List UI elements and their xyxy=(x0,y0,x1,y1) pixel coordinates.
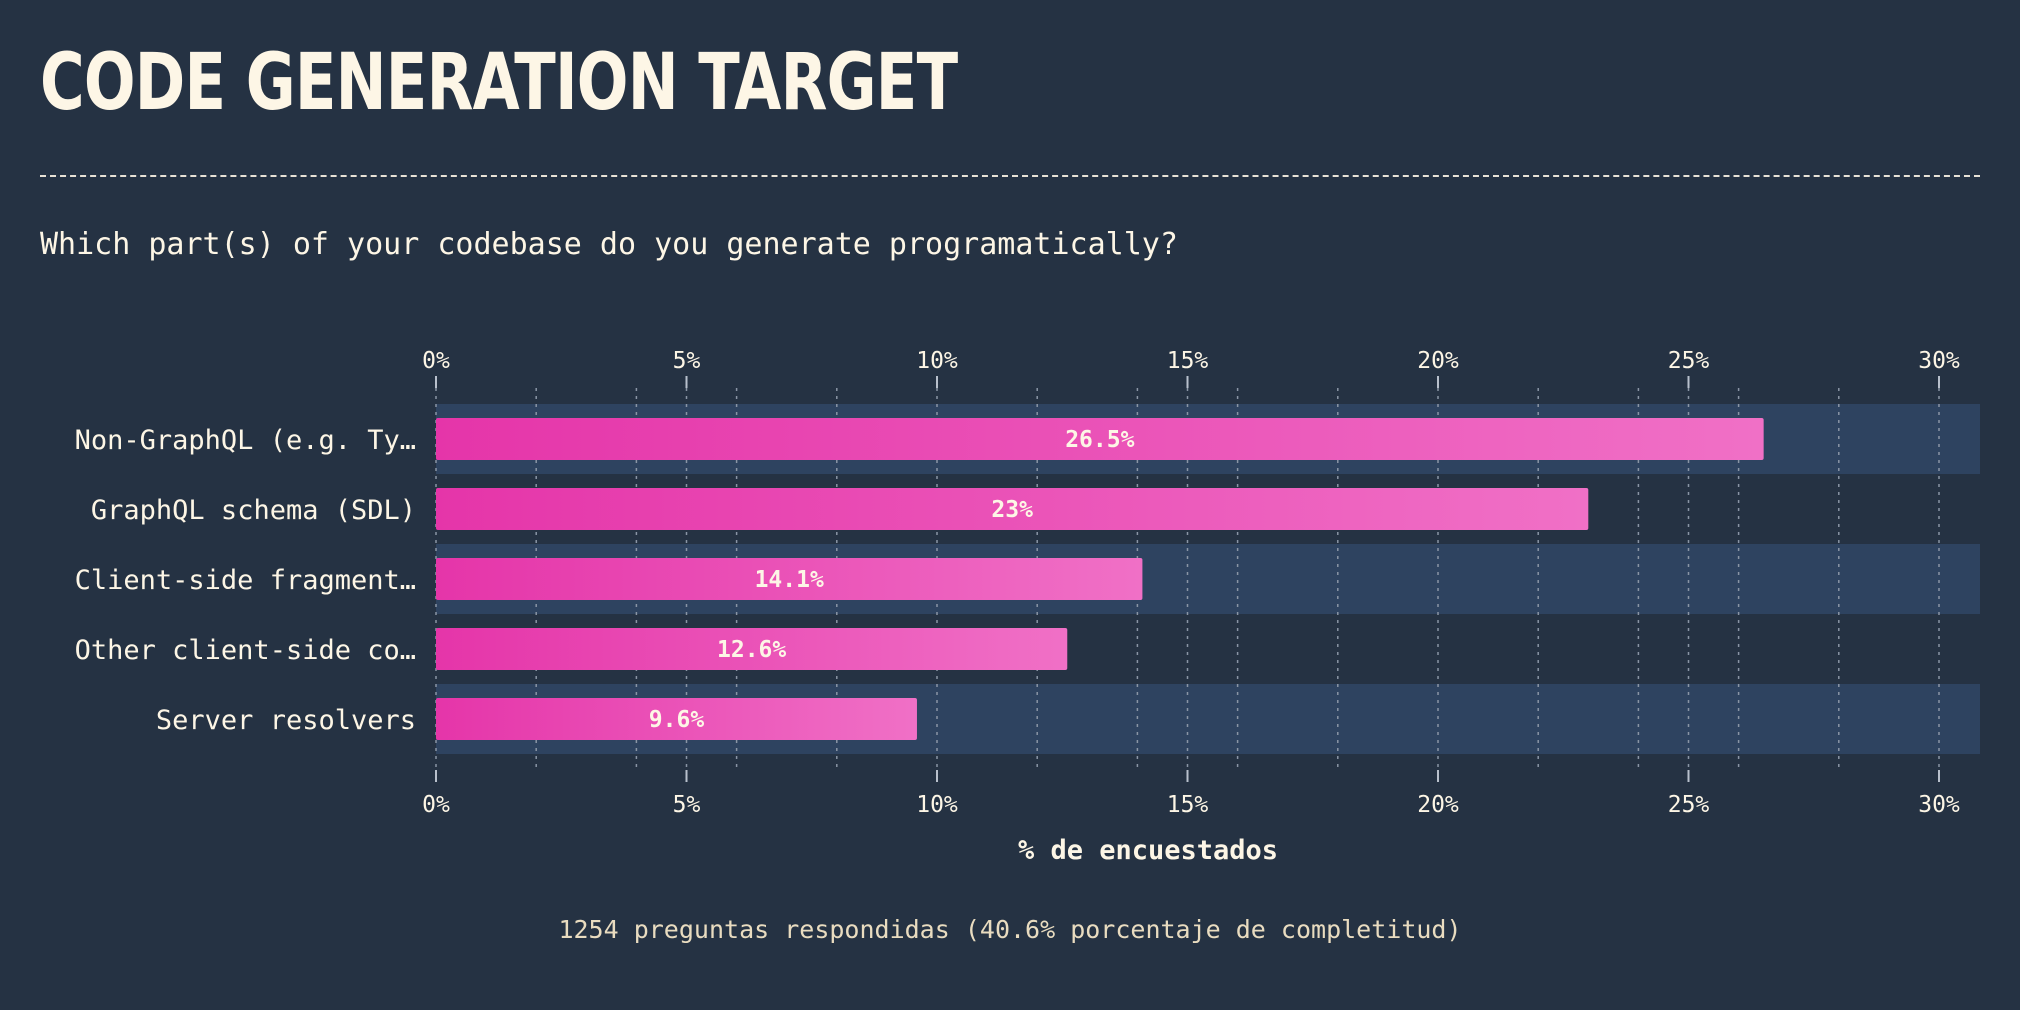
bar xyxy=(436,698,917,740)
bars xyxy=(436,418,1764,740)
footnote: 1254 preguntas respondidas (40.6% porcen… xyxy=(558,915,1462,944)
category-label: Other client-side co… xyxy=(75,635,416,666)
x-tick-label-bottom: 25% xyxy=(1668,792,1710,818)
x-tick-label-top: 15% xyxy=(1167,348,1209,374)
x-tick-label-top: 20% xyxy=(1417,348,1459,374)
bar-value-label: 14.1% xyxy=(755,567,824,593)
bar xyxy=(436,628,1068,670)
category-label: GraphQL schema (SDL) xyxy=(91,495,416,526)
category-label: Client-side fragment… xyxy=(75,565,416,596)
row-labels: Non-GraphQL (e.g. Ty… GraphQL schema (SDL… xyxy=(75,425,416,736)
title-divider xyxy=(40,175,1980,177)
bar-value-label: 12.6% xyxy=(717,637,786,663)
bar-value-label: 26.5% xyxy=(1065,427,1134,453)
bar xyxy=(436,558,1143,600)
x-tick-label-top: 0% xyxy=(422,348,450,374)
bar-value-labels: 26.5% 23% 14.1% 12.6% 9.6% xyxy=(649,427,1135,733)
x-tick-label-top: 10% xyxy=(916,348,958,374)
bar xyxy=(436,488,1589,530)
x-tick-label-top: 5% xyxy=(673,348,701,374)
x-tick-label-bottom: 0% xyxy=(422,792,450,818)
x-tick-label-bottom: 15% xyxy=(1167,792,1209,818)
bar-value-label: 23% xyxy=(991,497,1033,523)
x-tick-label-bottom: 5% xyxy=(673,792,701,818)
x-axis-title: % de encuestados xyxy=(1018,835,1278,866)
bar-value-label: 9.6% xyxy=(649,707,705,733)
x-axis-bottom: 0% 5% 10% 15% 20% 25% 30% xyxy=(422,770,1960,818)
survey-question: Which part(s) of your codebase do you ge… xyxy=(40,227,1178,262)
x-axis-top: 0% 5% 10% 15% 20% 25% 30% xyxy=(422,348,1960,388)
x-tick-label-bottom: 20% xyxy=(1417,792,1459,818)
category-label: Non-GraphQL (e.g. Ty… xyxy=(75,425,416,456)
x-tick-label-top: 30% xyxy=(1918,348,1960,374)
x-tick-label-bottom: 30% xyxy=(1918,792,1960,818)
x-tick-label-top: 25% xyxy=(1668,348,1710,374)
x-tick-label-bottom: 10% xyxy=(916,792,958,818)
bar-chart: Non-GraphQL (e.g. Ty… GraphQL schema (SDL… xyxy=(75,348,1980,866)
bar xyxy=(436,418,1764,460)
category-label: Server resolvers xyxy=(156,705,416,736)
page-title: CODE GENERATION TARGET xyxy=(40,38,958,128)
